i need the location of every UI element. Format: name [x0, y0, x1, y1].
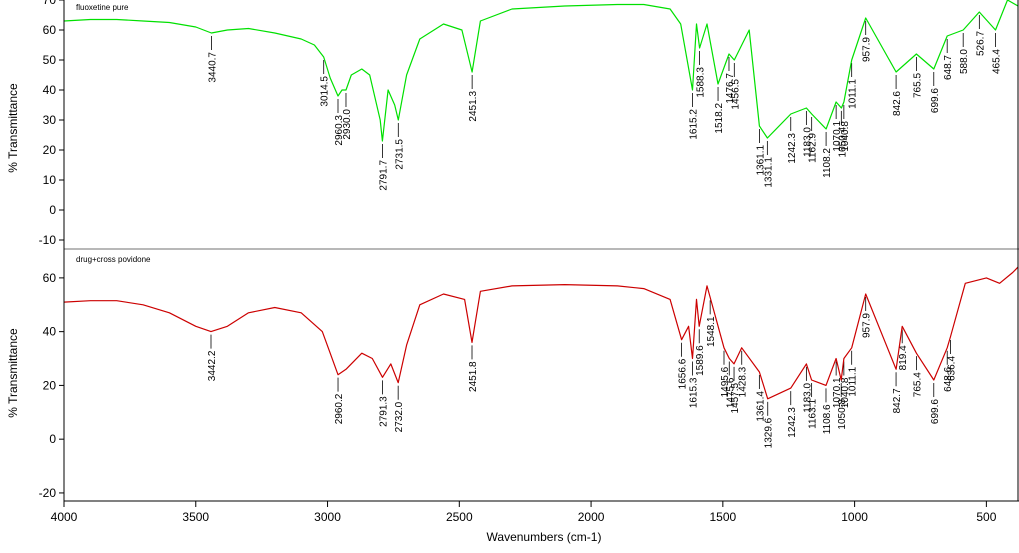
- peak-label: 1070.1: [832, 121, 843, 152]
- y-tick-label: 70: [43, 0, 57, 7]
- y-tick-label: 0: [49, 203, 56, 217]
- peak-label: 1108.6: [822, 404, 833, 434]
- peak-label: 1476.7: [725, 73, 736, 104]
- peak-label: 1108.2: [822, 148, 833, 178]
- peak-label: 1428.3: [738, 366, 749, 397]
- peak-label: 648.7: [943, 55, 954, 80]
- peak-label: 1475.6: [725, 377, 736, 408]
- peak-label: 957.9: [862, 37, 873, 62]
- peak-label: 1183.0: [802, 382, 813, 412]
- peak-label: 1011.1: [848, 366, 859, 396]
- peak-label: 1050.4: [837, 126, 848, 157]
- peak-label: 636.4: [946, 356, 957, 381]
- peak-label: 588.0: [959, 49, 970, 74]
- peak-label: 699.6: [930, 88, 941, 113]
- y-tick-label: 20: [43, 143, 57, 157]
- top-spectrum-panel: fluoxetine pure % Transmittance 70 60 50 40…: [6, 0, 1019, 247]
- peak-label: 1329.6: [764, 417, 775, 448]
- peak-label: 3440.7: [207, 52, 218, 83]
- peak-label: 1050.8: [837, 399, 848, 430]
- peak-label: 3014.5: [320, 76, 331, 107]
- peak-label: 526.7: [975, 31, 986, 56]
- y-tick-label: -10: [39, 233, 57, 247]
- y-tick-label: 0: [49, 432, 56, 446]
- bottom-spectrum-title: drug+cross povidone: [76, 255, 151, 264]
- y-tick-label: 60: [43, 271, 57, 285]
- x-tick-label: 4000: [51, 510, 78, 524]
- peak-label: 1162.9: [808, 133, 819, 163]
- peak-label: 957.9: [862, 313, 873, 338]
- peak-label: 1615.2: [689, 109, 700, 140]
- top-y-axis-label: % Transmittance: [6, 83, 20, 173]
- y-tick-label: 60: [43, 23, 57, 37]
- peak-label: 2960.3: [334, 115, 345, 146]
- peak-label: 1495.6: [720, 366, 731, 397]
- peak-label: 819.4: [898, 345, 909, 370]
- y-tick-label: 40: [43, 83, 57, 97]
- x-tick-label: 1500: [709, 510, 736, 524]
- peak-label: 1040.8: [840, 377, 851, 408]
- top-spectrum-line: [63, 0, 1019, 142]
- peak-label: 1011.1: [848, 79, 859, 109]
- peak-label: 1242.3: [787, 407, 798, 438]
- peak-label: 1331.1: [763, 157, 774, 188]
- bottom-y-ticks: 60 40 20 0 -20: [39, 271, 64, 500]
- peak-label: 648.6: [943, 366, 954, 391]
- y-tick-label: 20: [43, 378, 57, 392]
- bottom-peak-labels: 3442.2 2960.2 2791.3 2732.0 2451.8 1656.61615…: [207, 297, 957, 448]
- peak-label: 2960.2: [334, 393, 345, 424]
- peak-label: 699.6: [930, 399, 941, 424]
- x-tick-label: 3500: [182, 510, 209, 524]
- y-tick-label: 10: [43, 173, 57, 187]
- x-axis-ticks: 4000 3500 3000 2500 2000 1500 1000 500: [51, 501, 997, 524]
- peak-label: 2930.0: [342, 109, 353, 140]
- x-tick-label: 1000: [841, 510, 868, 524]
- top-spectrum-title: fluoxetine pure: [76, 3, 129, 12]
- peak-label: 1588.3: [696, 67, 707, 98]
- x-axis-label: Wavenumbers (cm-1): [487, 530, 602, 544]
- peak-label: 465.4: [992, 49, 1003, 74]
- bottom-y-axis-label: % Transmittance: [6, 328, 20, 418]
- peak-label: 1070.1: [832, 377, 843, 408]
- peak-label: 1615.3: [689, 377, 700, 408]
- peak-label: 1456.5: [730, 79, 741, 110]
- peak-label: 2731.5: [394, 139, 405, 170]
- bottom-spectrum-panel: drug+cross povidone % Transmittance 60 40…: [6, 255, 1019, 500]
- y-tick-label: 50: [43, 53, 57, 67]
- peak-label: 2732.0: [394, 401, 405, 432]
- peak-label: 842.6: [892, 91, 903, 116]
- top-y-ticks: 70 60 50 40 30 20 10 0 -10: [39, 0, 64, 247]
- bottom-spectrum-line: [63, 266, 1019, 400]
- peak-label: 3442.2: [207, 350, 218, 381]
- peak-label: 2451.8: [468, 361, 479, 392]
- y-tick-label: -20: [39, 486, 57, 500]
- peak-label: 1183.0: [802, 127, 813, 157]
- x-tick-label: 500: [976, 510, 996, 524]
- peak-label: 2791.3: [379, 396, 390, 427]
- y-tick-label: 40: [43, 325, 57, 339]
- x-tick-label: 2500: [446, 510, 473, 524]
- peak-label: 1361.1: [755, 145, 766, 176]
- peak-label: 2791.7: [378, 160, 389, 191]
- peak-label: 1656.6: [678, 358, 689, 389]
- x-tick-label: 2000: [578, 510, 605, 524]
- peak-label: 1040.8: [840, 121, 851, 152]
- peak-label: 1361.4: [755, 391, 766, 422]
- peak-label: 1242.3: [787, 133, 798, 164]
- peak-label: 1589.6: [695, 345, 706, 376]
- peak-label: 2451.3: [468, 91, 479, 122]
- peak-label: 842.7: [892, 388, 903, 413]
- peak-label: 1457.5: [730, 382, 741, 413]
- peak-label: 1548.1: [706, 316, 717, 347]
- peak-label: 765.5: [912, 73, 923, 98]
- peak-label: 1163.1: [808, 399, 819, 429]
- peak-label: 1518.2: [714, 103, 725, 134]
- peak-label: 765.4: [912, 372, 923, 397]
- x-tick-label: 3000: [314, 510, 341, 524]
- y-tick-label: 30: [43, 113, 57, 127]
